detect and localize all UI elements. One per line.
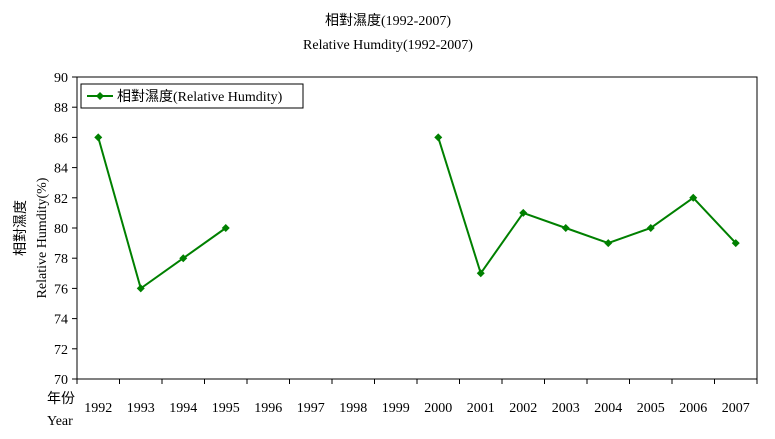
data-point-marker [519, 208, 528, 217]
chart-title: 相對濕度(1992-2007) [325, 13, 451, 29]
legend-label: 相對濕度(Relative Humdity) [117, 89, 283, 105]
x-tick-label: 2001 [467, 401, 495, 416]
data-point-marker [179, 254, 188, 263]
x-tick-label: 2006 [679, 401, 707, 416]
y-tick-label: 72 [54, 343, 68, 358]
data-point-marker [136, 284, 145, 293]
y-tick-label: 84 [54, 162, 68, 177]
x-tick-label: 1994 [169, 401, 197, 416]
y-tick-label: 82 [54, 192, 68, 207]
x-axis-title-zh: 年份 [47, 391, 75, 407]
y-tick-label: 86 [54, 131, 68, 146]
data-point-marker [604, 239, 613, 248]
series-line-segment [437, 137, 737, 276]
plot-area [76, 76, 758, 380]
series-line-segment [97, 137, 227, 291]
x-tick-label: 2004 [594, 401, 622, 416]
x-tick-label: 1993 [127, 401, 155, 416]
data-point-marker [476, 269, 485, 278]
data-point-marker [689, 193, 698, 202]
x-tick-label: 1996 [254, 401, 282, 416]
legend-marker-swatch [96, 92, 104, 100]
y-tick-label: 70 [54, 373, 68, 388]
data-point-marker [561, 224, 570, 232]
y-tick-label: 90 [54, 71, 68, 86]
y-tick-label: 78 [54, 252, 68, 267]
data-point-marker [434, 133, 443, 142]
x-tick-label: 1998 [339, 401, 367, 416]
series-layer [94, 133, 740, 293]
y-tick-label: 76 [54, 282, 68, 297]
x-tick-label: 1997 [297, 401, 325, 416]
x-tick-label: 1992 [84, 401, 112, 416]
data-point-marker [94, 133, 103, 142]
data-point-marker [221, 224, 230, 232]
y-axis-title-en: Relative Humdity(%) [35, 177, 50, 298]
x-axis-ticks: 1992 1993 1994 1995 1996 1997 1998 1999 2000 2001… [76, 379, 758, 416]
x-tick-label: 2000 [424, 401, 452, 416]
x-tick-label: 2007 [722, 401, 750, 416]
legend-box [80, 83, 304, 109]
legend: 相對濕度(Relative Humdity) [80, 83, 304, 109]
x-tick-label: 1995 [212, 401, 240, 416]
y-tick-label: 74 [54, 313, 68, 328]
x-tick-label: 2002 [509, 401, 537, 416]
data-point-marker [731, 239, 740, 248]
x-tick-label: 2003 [552, 401, 580, 416]
x-tick-label: 1999 [382, 401, 410, 416]
y-axis-title-zh: 相對濕度 [13, 200, 29, 256]
data-point-marker [646, 224, 655, 232]
x-tick-label: 2005 [637, 401, 665, 416]
x-axis-title-en: Year [47, 414, 73, 429]
chart-subtitle: Relative Humdity(1992-2007) [303, 38, 473, 53]
y-axis-ticks: 70 72 74 76 78 80 82 84 86 88 90 [54, 71, 77, 388]
y-tick-label: 80 [54, 222, 68, 237]
y-tick-label: 88 [54, 101, 68, 116]
